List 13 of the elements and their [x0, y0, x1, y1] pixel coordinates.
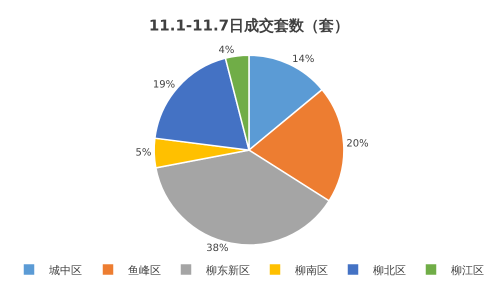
- legend-label: 柳北区: [373, 264, 406, 277]
- chart-title: 11.1-11.7日成交套数（套）: [148, 16, 350, 35]
- data-label: 14%: [292, 54, 314, 66]
- legend-label: 鱼峰区: [128, 264, 161, 277]
- data-label: 5%: [136, 148, 152, 159]
- legend-label: 城中区: [48, 264, 82, 277]
- data-label: 38%: [206, 243, 228, 254]
- legend-label: 柳南区: [295, 264, 328, 277]
- legend-label: 柳江区: [451, 264, 484, 277]
- data-label: 4%: [218, 45, 234, 56]
- data-label: 19%: [152, 79, 176, 90]
- data-label: 20%: [346, 138, 369, 150]
- legend-label: 柳东新区: [206, 264, 250, 277]
